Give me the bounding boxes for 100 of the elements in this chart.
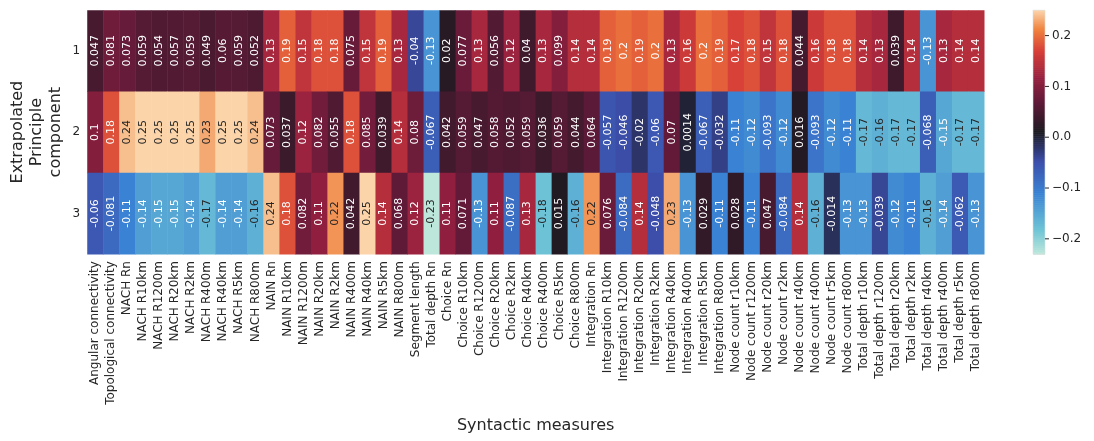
data-label: 0.029 (696, 197, 710, 230)
data-label: 0.12 (504, 38, 518, 64)
data-label: -0.17 (200, 199, 214, 228)
x-tick-label: Choice R400m (535, 261, 550, 349)
data-label: 0.18 (104, 119, 118, 145)
x-tick-label: NACH R5km (231, 261, 246, 334)
data-label: -0.15 (936, 117, 950, 147)
data-label: 0.19 (280, 38, 294, 64)
data-label: -0.11 (728, 117, 742, 147)
data-label: 0.13 (536, 38, 550, 64)
data-label: 0.047 (472, 116, 486, 148)
data-label: 0.15 (296, 38, 310, 64)
data-label: 0.0014 (680, 112, 694, 152)
x-tick-label: Choice R800m (567, 261, 582, 349)
x-tick-label: NAIN Rn (263, 261, 278, 311)
color-bar-label: 0.2 (1052, 27, 1072, 42)
x-tick-label: NACH R800m (247, 261, 262, 343)
x-tick-label: NACH R400m (199, 261, 214, 343)
x-tick-label: Choice R2km (503, 261, 518, 341)
data-label: -0.032 (712, 114, 726, 150)
data-label: -0.02 (632, 117, 646, 147)
data-label: 0.18 (840, 38, 854, 64)
x-tick-label: NACH R20km (167, 261, 182, 342)
data-label: 0.12 (408, 201, 422, 226)
data-label: -0.17 (888, 117, 902, 147)
data-label: 0.059 (552, 116, 566, 148)
x-tick-label: Node count r1200m (743, 261, 758, 382)
data-label: 0.13 (520, 201, 534, 226)
data-label: 0.13 (392, 38, 406, 64)
data-label: -0.16 (568, 199, 582, 228)
data-label: -0.16 (808, 199, 822, 228)
data-label: 0.075 (344, 35, 358, 67)
data-label: -0.081 (104, 195, 118, 232)
x-tick-label: Total depth r400m (936, 261, 951, 373)
data-label: 0.073 (264, 116, 278, 148)
data-label: 0.18 (312, 38, 326, 64)
data-label: -0.12 (824, 117, 838, 147)
data-label: 0.18 (744, 38, 758, 64)
data-label: -0.17 (952, 117, 966, 147)
data-label: 0.18 (344, 119, 358, 145)
data-label: -0.11 (120, 199, 134, 228)
data-label: 0.049 (200, 35, 214, 67)
color-bar-label: 0.0 (1052, 129, 1072, 144)
data-label: 0.2 (616, 42, 630, 60)
data-label: -0.13 (920, 36, 934, 66)
data-label: 0.14 (392, 119, 406, 145)
data-label: 0.036 (536, 116, 550, 148)
data-label: -0.18 (536, 199, 550, 228)
data-label: 0.1 (88, 123, 102, 141)
color-bar-label: 0.1 (1052, 78, 1072, 93)
data-label: 0.14 (968, 38, 982, 64)
data-label: -0.11 (712, 199, 726, 228)
data-label: -0.06 (648, 117, 662, 147)
data-label: 0.044 (568, 116, 582, 148)
data-label: 0.04 (520, 38, 534, 64)
data-label: -0.13 (472, 199, 486, 228)
x-tick-label: NACH R1200m (151, 261, 166, 350)
x-tick-label: Integration R40km (663, 261, 678, 374)
data-label: 0.047 (88, 35, 102, 67)
data-label: -0.068 (920, 114, 934, 150)
data-label: 0.042 (344, 197, 358, 230)
x-tick-label: Choice R5km (551, 261, 566, 341)
data-label: -0.15 (152, 199, 166, 228)
data-label: 0.19 (712, 38, 726, 64)
data-label: 0.19 (632, 38, 646, 64)
data-label: 0.23 (664, 201, 678, 226)
data-label: 0.16 (680, 38, 694, 64)
data-label: 0.23 (200, 119, 214, 145)
color-bar-label: −0.2 (1052, 230, 1082, 245)
data-label: 0.19 (376, 38, 390, 64)
data-label: -0.12 (744, 117, 758, 147)
data-label: -0.084 (616, 195, 630, 232)
data-label: 0.082 (296, 197, 310, 230)
data-label: -0.17 (968, 117, 982, 147)
x-tick-label: Node count r10km (727, 261, 742, 373)
data-label: 0.052 (504, 116, 518, 148)
x-tick-label: NAIN R40km (359, 261, 374, 337)
data-label: 0.08 (408, 119, 422, 145)
data-label: 0.14 (632, 201, 646, 226)
data-label: 0.19 (600, 38, 614, 64)
x-tick-label: NAIN R10km (279, 261, 294, 337)
data-label: 0.15 (760, 38, 774, 64)
data-label: 0.14 (584, 38, 598, 64)
data-label: 0.11 (312, 201, 326, 226)
x-tick-label: Topological connectivity (103, 261, 118, 406)
data-label: 0.24 (264, 201, 278, 226)
data-label: 0.18 (824, 38, 838, 64)
data-label: 0.13 (264, 38, 278, 64)
x-tick-label: NAIN R1200m (295, 261, 310, 346)
x-tick-label: Total depth r20km (888, 261, 903, 372)
data-label: -0.11 (904, 199, 918, 228)
x-tick-label: Node count r400m (807, 261, 822, 374)
data-label: 0.22 (584, 201, 598, 226)
x-tick-label: Choice R1200m (471, 261, 486, 357)
x-tick-label: Angular connectivity (87, 261, 102, 385)
data-label: 0.11 (488, 201, 502, 226)
data-label: 0.02 (440, 38, 454, 64)
data-label: 0.059 (184, 35, 198, 67)
data-label: 0.044 (792, 35, 806, 67)
x-tick-label: NACH R40km (215, 261, 230, 342)
